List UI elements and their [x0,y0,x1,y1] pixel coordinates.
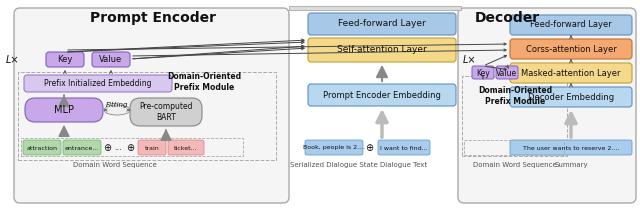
Bar [18,72,276,160]
Text: Self-attention Layer: Self-attention Layer [337,46,427,54]
FancyBboxPatch shape [308,13,456,35]
FancyBboxPatch shape [138,140,166,155]
Text: Key: Key [476,68,490,78]
Text: Book, people is 2....: Book, people is 2.... [303,145,365,150]
Text: L×: L× [6,55,19,65]
Text: entrance...: entrance... [65,145,99,150]
Text: MLP: MLP [54,105,74,115]
FancyBboxPatch shape [23,140,61,155]
FancyBboxPatch shape [46,52,84,67]
FancyBboxPatch shape [308,84,456,106]
FancyBboxPatch shape [510,39,632,59]
FancyBboxPatch shape [92,52,130,67]
Text: Summary: Summary [554,162,588,168]
Text: Key: Key [58,56,73,65]
Ellipse shape [104,105,130,115]
FancyBboxPatch shape [378,140,430,155]
Text: Domain-Oriented
Prefix Module: Domain-Oriented Prefix Module [478,86,552,106]
Text: attraction: attraction [26,145,58,150]
Text: Feed-forward Layer: Feed-forward Layer [338,19,426,29]
Text: Feed-forward Layer: Feed-forward Layer [530,20,612,29]
Text: Pre-computed
BART: Pre-computed BART [140,102,193,122]
FancyBboxPatch shape [14,8,289,203]
Text: The user wants to reserve 2....: The user wants to reserve 2.... [523,145,619,150]
FancyBboxPatch shape [510,140,632,155]
FancyBboxPatch shape [305,140,363,155]
Text: Domain Word Sequence: Domain Word Sequence [73,162,157,168]
Text: Decoder Embedding: Decoder Embedding [528,92,614,102]
FancyBboxPatch shape [130,98,202,126]
FancyBboxPatch shape [168,140,204,155]
Text: ...: ... [114,143,122,153]
Text: L×: L× [463,55,477,65]
FancyBboxPatch shape [510,63,632,83]
Text: Value: Value [497,68,518,78]
Text: Prompt Encoder: Prompt Encoder [90,11,216,25]
FancyBboxPatch shape [496,66,518,79]
FancyBboxPatch shape [308,38,456,62]
FancyBboxPatch shape [458,8,636,203]
Text: Serialized Dialogue State: Serialized Dialogue State [290,162,378,168]
Text: Masked-attention Layer: Masked-attention Layer [521,68,621,78]
FancyBboxPatch shape [472,66,494,79]
Bar [462,76,567,156]
Text: Corss-attention Layer: Corss-attention Layer [525,44,616,53]
Text: ⊕: ⊕ [365,143,373,153]
Text: ⊕: ⊕ [103,143,111,153]
FancyBboxPatch shape [25,98,103,122]
Text: Fitting: Fitting [106,102,128,108]
Text: ticket...: ticket... [174,145,198,150]
Text: Dialogue Text: Dialogue Text [380,162,428,168]
FancyBboxPatch shape [63,140,101,155]
FancyBboxPatch shape [510,87,632,107]
Text: Prefix Initialized Embedding: Prefix Initialized Embedding [44,80,152,89]
Bar [21,138,243,156]
Bar [464,140,564,155]
Text: Domain-Oriented
Prefix Module: Domain-Oriented Prefix Module [167,72,241,92]
Text: Domain Word Sequence: Domain Word Sequence [473,162,557,168]
Text: Prompt Encoder Embedding: Prompt Encoder Embedding [323,90,441,99]
FancyBboxPatch shape [510,15,632,35]
Bar [289,6,461,10]
Text: I want to find...: I want to find... [380,145,428,150]
Text: Decoder: Decoder [475,11,540,25]
Text: train: train [145,145,159,150]
Text: Value: Value [99,56,123,65]
FancyBboxPatch shape [24,75,172,92]
Text: ⊕: ⊕ [126,143,134,153]
